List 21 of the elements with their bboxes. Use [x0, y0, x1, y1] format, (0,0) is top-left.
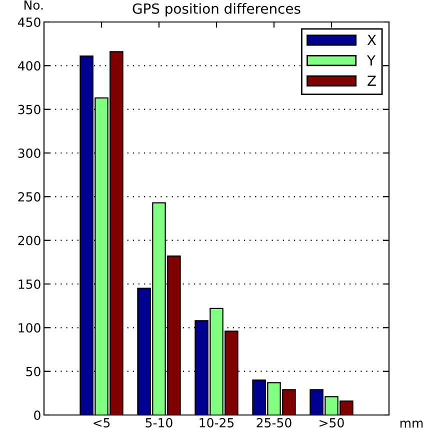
- y-tick-label: 100: [18, 323, 40, 333]
- y-tick-label: 200: [18, 236, 40, 246]
- y-tick-label: 250: [18, 192, 40, 202]
- x-tick-label: 10-25: [200, 418, 234, 428]
- legend-label: Z: [368, 76, 376, 86]
- y-tick-label: 0: [34, 410, 40, 420]
- y-axis-title: No.: [24, 0, 43, 10]
- y-tick-label: 450: [18, 17, 40, 27]
- x-tick-label: 5-10: [146, 418, 172, 428]
- y-tick-label: 400: [18, 61, 40, 71]
- y-tick-label: 50: [26, 366, 40, 376]
- y-tick-label: 150: [18, 279, 40, 289]
- legend-label: X: [367, 34, 376, 46]
- chart-title: GPS position differences: [132, 3, 300, 17]
- x-tick-label: 25-50: [256, 418, 292, 428]
- legend-label: Y: [366, 55, 376, 66]
- x-axis-title: mm: [400, 420, 423, 428]
- y-tick-label: 300: [18, 148, 40, 158]
- x-tick-label: >50: [320, 418, 344, 428]
- x-tick-label: <5: [94, 418, 110, 428]
- y-tick-label: 350: [18, 104, 40, 114]
